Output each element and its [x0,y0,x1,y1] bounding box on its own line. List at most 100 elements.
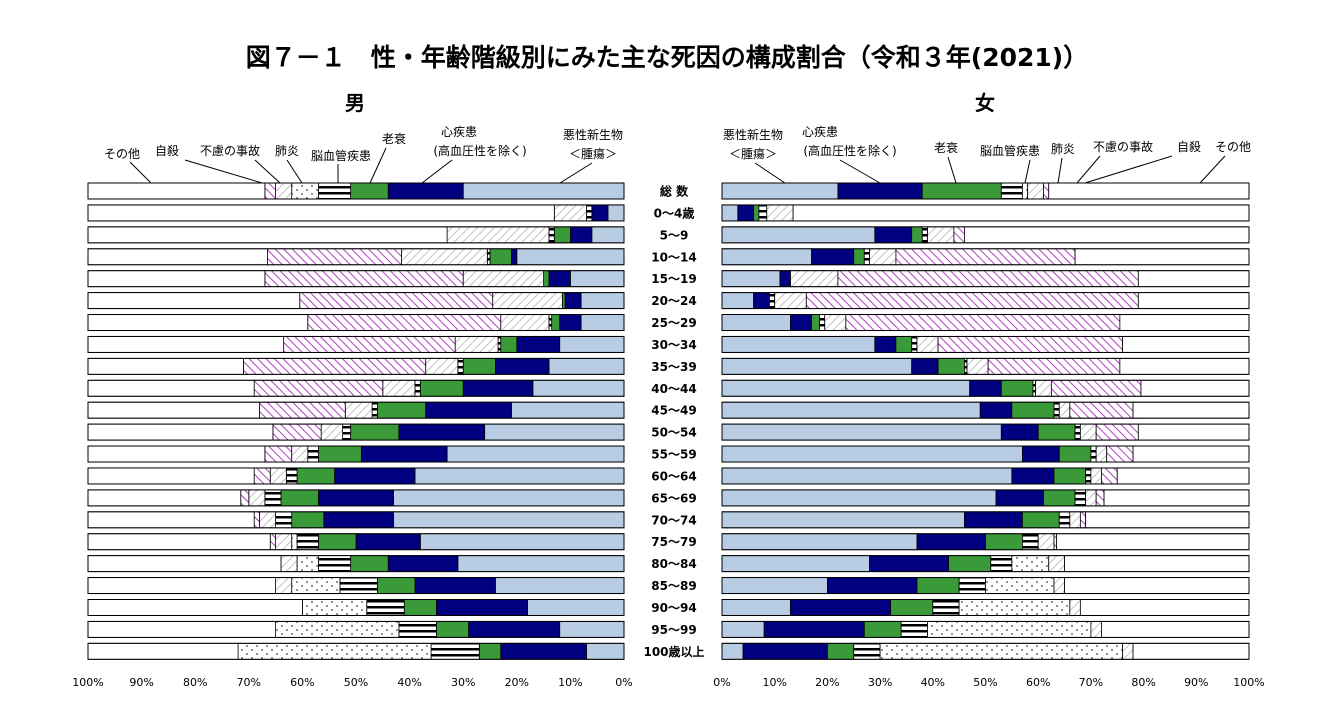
male-bar-cerebro-3 [489,248,512,266]
female-bar-other-21 [1132,642,1250,660]
female-bar-accident-15 [1069,511,1081,529]
female-bar-heart-6 [790,314,812,331]
male-bar-malignant-9 [532,379,625,397]
male-panel-title: 男 [345,91,365,115]
female-bar-heart-21 [742,642,828,660]
female-bar-malignant-11 [721,423,1002,441]
female-bar-heart-15 [964,511,1023,529]
male-bar-suicide-4 [264,270,464,288]
male-legend-accident: 不慮の事故 [200,143,260,158]
female-bar-suicide-3 [895,248,1076,266]
male-bar-suicide-3 [267,248,402,266]
male-bar-malignant-20 [559,621,625,638]
male-bar-accident-1 [553,204,587,222]
female-bar-pneumonia-13 [1085,467,1092,485]
female-bar-outline-14 [721,489,1250,507]
male-bar-other-7 [87,336,285,353]
male-bar-other-21 [87,642,239,660]
male-bar-outline-12 [87,445,625,463]
female-bar-senility-20 [927,621,1092,638]
category-label-0: 総 数 [660,184,689,199]
male-bar-accident-9 [382,379,416,397]
female-bar-accident-16 [1037,533,1055,551]
male-bar-pneumonia-1 [586,204,593,222]
male-bar-outline-17 [87,555,625,573]
female-bar-suicide-0 [1043,182,1050,200]
category-label-9: 40～44 [651,382,696,396]
male-bar-suicide-14 [240,489,250,507]
female-bar-heart-7 [874,336,897,353]
male-bar-other-10 [87,401,260,419]
male-bar-malignant-0 [462,182,625,200]
male-bar-pneumonia-19 [366,599,405,616]
male-bar-suicide-0 [264,182,277,200]
female-bar-other-4 [1137,270,1250,288]
female-bar-suicide-8 [987,357,1121,375]
female-bar-malignant-14 [721,489,997,507]
male-bar-malignant-12 [446,445,625,463]
male-bar-accident-11 [320,423,344,441]
male-bar-pneumonia-17 [318,555,352,573]
male-bar-malignant-4 [570,270,625,288]
male-bar-outline-21 [87,642,625,660]
male-bar-other-11 [87,423,274,441]
female-bar-heart-13 [1011,467,1055,485]
female-bar-malignant-8 [721,357,913,375]
male-bar-malignant-3 [516,248,625,266]
male-x-tick-4: 60% [290,676,314,689]
female-bar-outline-19 [721,598,1250,616]
female-bar-cerebro-14 [1043,489,1076,507]
female-bar-malignant-21 [721,642,744,660]
male-bar-pneumonia-2 [548,226,555,244]
female-bar-accident-11 [1079,423,1097,441]
male-bar-malignant-17 [457,555,625,573]
male-bar-outline-2 [87,226,625,244]
female-bar-cerebro-19 [890,599,934,616]
female-bar-outline-1 [721,204,1250,222]
female-bar-other-16 [1056,533,1250,551]
female-bar-senility-17 [1011,555,1050,573]
female-bar-outline-8 [721,357,1250,375]
male-bar-heart-4 [548,270,571,288]
female-bar-other-15 [1085,511,1250,529]
female-bar-malignant-5 [721,292,755,310]
female-bar-malignant-0 [721,182,839,200]
female-bar-malignant-12 [721,445,1023,463]
female-bar-pneumonia-7 [911,336,918,353]
female-bar-accident-14 [1085,489,1097,507]
male-bar-senility-18 [291,577,341,594]
male-bar-accident-6 [500,314,550,331]
male-legend-malignant-2: ＜腫瘍＞ [569,146,617,161]
male-bar-accident-5 [492,292,563,310]
male-bar-cerebro-19 [403,599,437,616]
category-label-17: 80～84 [651,557,696,571]
female-bar-accident-21 [1122,642,1134,660]
female-bar-outline-7 [721,335,1250,353]
male-bar-suicide-7 [283,336,456,353]
male-legend-heart-2: (高血圧性を除く) [433,143,526,158]
female-bar-accident-12 [1095,445,1108,463]
male-bar-cerebro-5 [561,292,566,310]
male-bar-heart-8 [494,357,550,375]
male-bar-suicide-10 [259,401,346,419]
male-bar-cerebro-13 [296,467,335,485]
male-bar-outline-18 [87,577,625,595]
male-bar-other-16 [87,533,271,551]
female-bar-suicide-15 [1079,511,1087,529]
male-bar-cerebro-15 [291,511,325,529]
female-bar-pneumonia-17 [990,555,1013,573]
female-bar-suicide-13 [1101,467,1118,485]
male-bar-other-19 [87,599,303,616]
male-bar-other-9 [87,379,255,397]
male-bar-outline-11 [87,423,625,441]
male-x-tick-5: 50% [344,676,368,689]
female-bar-suicide-2 [953,226,965,244]
female-panel-title: 女 [975,91,995,115]
female-bar-cerebro-18 [916,577,960,594]
female-bar-senility-19 [958,599,1071,616]
male-bar-heart-21 [500,642,587,660]
female-bar-pneumonia-2 [921,226,928,244]
category-label-12: 55～59 [651,448,696,462]
female-bar-malignant-10 [721,401,981,419]
female-bar-malignant-4 [721,270,781,288]
